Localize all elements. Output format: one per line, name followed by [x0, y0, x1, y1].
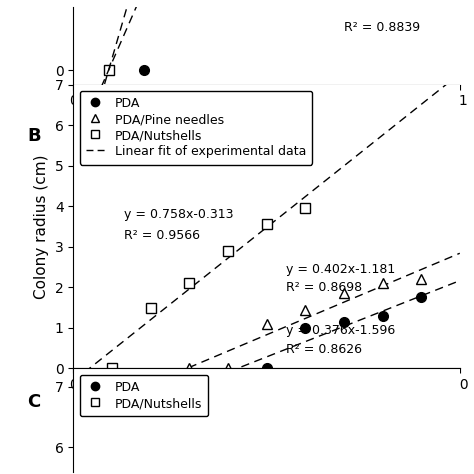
Text: R² = 0.8698: R² = 0.8698 — [286, 282, 362, 294]
Y-axis label: Colony radius (cm): Colony radius (cm) — [34, 154, 49, 299]
Legend: PDA, PDA/Pine needles, PDA/Nutshells, Linear fit of experimental data: PDA, PDA/Pine needles, PDA/Nutshells, Li… — [80, 91, 312, 164]
Text: y = 0.758x-0.313: y = 0.758x-0.313 — [124, 209, 233, 221]
Text: R² = 0.8626: R² = 0.8626 — [286, 343, 362, 356]
Text: R² = 0.9566: R² = 0.9566 — [124, 228, 200, 242]
X-axis label: Time (d): Time (d) — [231, 396, 302, 411]
Text: B: B — [27, 127, 41, 145]
Text: R² = 0.8839: R² = 0.8839 — [344, 21, 420, 34]
Text: y = 0.402x-1.181: y = 0.402x-1.181 — [286, 263, 395, 276]
X-axis label: Time (d): Time (d) — [231, 112, 302, 128]
Legend: PDA, PDA/Nutshells: PDA, PDA/Nutshells — [80, 374, 209, 416]
Text: y = 0.376x-1.596: y = 0.376x-1.596 — [286, 324, 395, 337]
Text: C: C — [27, 392, 40, 410]
